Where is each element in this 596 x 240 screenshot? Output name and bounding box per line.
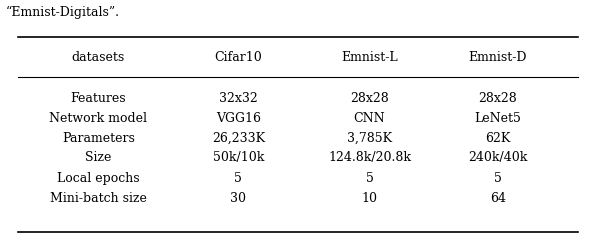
Text: 3,785K: 3,785K xyxy=(347,132,392,144)
Text: 50k/10k: 50k/10k xyxy=(213,151,264,164)
Text: Cifar10: Cifar10 xyxy=(215,51,262,64)
Text: Local epochs: Local epochs xyxy=(57,172,139,185)
Text: 5: 5 xyxy=(493,172,502,185)
Text: Network model: Network model xyxy=(49,112,147,125)
Text: LeNet5: LeNet5 xyxy=(474,112,521,125)
Text: 10: 10 xyxy=(362,192,377,205)
Text: datasets: datasets xyxy=(72,51,125,64)
Text: 28x28: 28x28 xyxy=(350,92,389,105)
Text: 62K: 62K xyxy=(485,132,510,144)
Text: VGG16: VGG16 xyxy=(216,112,261,125)
Text: 30: 30 xyxy=(231,192,246,205)
Text: Size: Size xyxy=(85,151,111,164)
Text: Emnist-D: Emnist-D xyxy=(468,51,527,64)
Text: 5: 5 xyxy=(234,172,243,185)
Text: 124.8k/20.8k: 124.8k/20.8k xyxy=(328,151,411,164)
Text: CNN: CNN xyxy=(353,112,386,125)
Text: 32x32: 32x32 xyxy=(219,92,258,105)
Text: 5: 5 xyxy=(365,172,374,185)
Text: 64: 64 xyxy=(490,192,505,205)
Text: Emnist-L: Emnist-L xyxy=(341,51,398,64)
Text: Mini-batch size: Mini-batch size xyxy=(50,192,147,205)
Text: Features: Features xyxy=(70,92,126,105)
Text: Parameters: Parameters xyxy=(62,132,135,144)
Text: 26,233K: 26,233K xyxy=(212,132,265,144)
Text: 28x28: 28x28 xyxy=(478,92,517,105)
Text: “Emnist-Digitals”.: “Emnist-Digitals”. xyxy=(6,6,120,19)
Text: 240k/40k: 240k/40k xyxy=(468,151,527,164)
